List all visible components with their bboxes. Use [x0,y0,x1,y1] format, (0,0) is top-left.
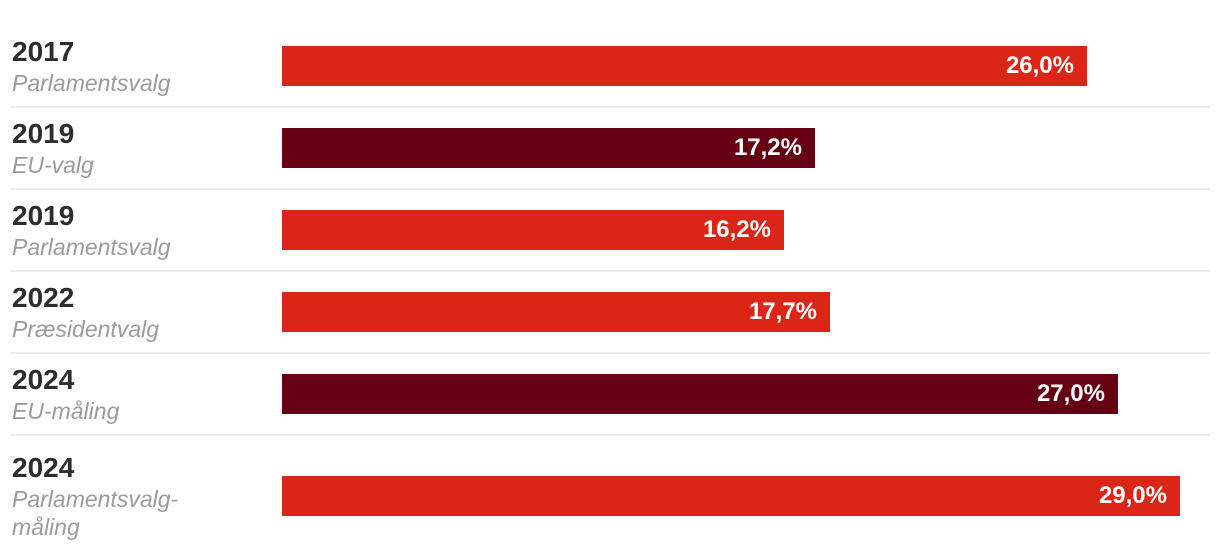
bar: 27,0% [282,374,1118,414]
row-event-label: Præsidentvalg [12,316,160,342]
row-year-label: 2019 [12,118,75,149]
bar-value-label: 26,0% [1005,52,1074,79]
row-event-label: Parlamentsvalg [12,234,171,260]
row-label: 2017 Parlamentsvalg [10,35,282,97]
bar-value-label: 27,0% [1036,380,1105,407]
row-label: 2019 EU-valg [10,117,282,179]
bar-value-label: 16,2% [702,216,771,243]
bar: 26,0% [282,46,1087,86]
row-year-label: 2024 [12,364,75,395]
row-year-label: 2017 [12,36,75,67]
row-label: 2022 Præsidentvalg [10,281,282,343]
bar-value-label: 17,7% [748,298,817,325]
chart-row: 2024 EU-måling 27,0% [10,354,1210,436]
bar-area: 29,0% [282,476,1210,516]
bar-area: 27,0% [282,374,1210,414]
row-label: 2024 Parlamentsvalg-måling [10,451,282,541]
bar-value-label: 17,2% [733,134,802,161]
chart-row: 2017 Parlamentsvalg 26,0% [10,26,1210,108]
row-year-label: 2024 [12,452,75,483]
bar: 16,2% [282,210,784,250]
bar-area: 16,2% [282,210,1210,250]
row-label: 2024 EU-måling [10,363,282,425]
bar: 17,2% [282,128,815,168]
row-year-label: 2019 [12,200,75,231]
row-year-label: 2022 [12,282,75,313]
chart-row: 2022 Præsidentvalg 17,7% [10,272,1210,354]
row-event-label: Parlamentsvalg [12,70,171,96]
chart-row: 2019 EU-valg 17,2% [10,108,1210,190]
bar: 17,7% [282,292,830,332]
chart-row: 2019 Parlamentsvalg 16,2% [10,190,1210,272]
row-event-label: EU-valg [12,152,94,178]
row-event-label: EU-måling [12,398,120,424]
bar: 29,0% [282,476,1180,516]
chart-row: 2024 Parlamentsvalg-måling 29,0% [10,436,1210,556]
row-event-label: Parlamentsvalg-måling [12,486,179,540]
bar-area: 17,2% [282,128,1210,168]
bar-area: 26,0% [282,46,1210,86]
bar-value-label: 29,0% [1098,482,1167,509]
row-label: 2019 Parlamentsvalg [10,199,282,261]
bar-area: 17,7% [282,292,1210,332]
